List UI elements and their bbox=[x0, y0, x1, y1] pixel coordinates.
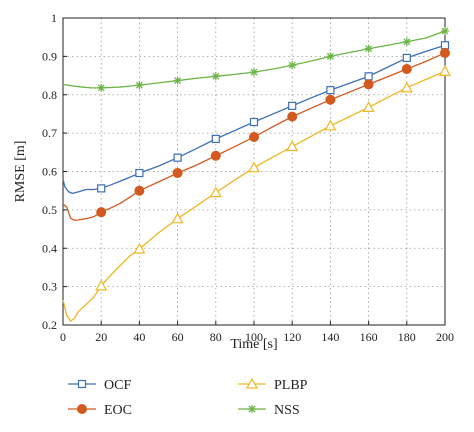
data-point-nss bbox=[288, 61, 297, 70]
data-point-ocf bbox=[173, 153, 182, 162]
data-point-nss bbox=[211, 72, 220, 81]
data-point-eoc bbox=[172, 168, 183, 179]
series-line-plbp bbox=[62, 70, 446, 322]
data-point-ocf bbox=[440, 41, 450, 50]
x-tick-label: 20 bbox=[95, 330, 107, 344]
legend: OCF EOC PLBP NSS bbox=[68, 377, 308, 418]
legend-marker-eoc bbox=[77, 404, 87, 414]
data-point-ocf bbox=[211, 134, 220, 143]
data-point-ocf bbox=[402, 53, 411, 63]
y-tick-label: 0.3 bbox=[42, 280, 57, 294]
data-point-eoc bbox=[363, 79, 374, 90]
series-line-ocf bbox=[62, 44, 446, 195]
y-tick-label: 0.7 bbox=[42, 126, 57, 140]
y-tick-label: 0.5 bbox=[42, 203, 57, 217]
data-point-eoc bbox=[210, 150, 221, 161]
data-point-eoc bbox=[325, 94, 336, 105]
data-point-plbp bbox=[438, 65, 452, 76]
data-point-nss bbox=[250, 68, 258, 77]
data-point-nss bbox=[97, 83, 106, 92]
data-point-plbp bbox=[286, 140, 299, 152]
series-nss bbox=[62, 27, 449, 92]
data-point-plbp bbox=[133, 242, 146, 254]
data-point-nss bbox=[326, 52, 335, 61]
series-lines bbox=[62, 27, 452, 322]
data-point-eoc bbox=[287, 111, 298, 122]
series-eoc bbox=[62, 47, 450, 221]
x-tick-label: 140 bbox=[321, 330, 339, 344]
y-tick-label: 0.4 bbox=[42, 241, 57, 255]
legend-label-nss: NSS bbox=[274, 403, 300, 418]
data-point-eoc bbox=[134, 185, 145, 196]
legend-marker-nss bbox=[248, 405, 256, 413]
y-tick-label: 0.9 bbox=[42, 49, 57, 63]
x-tick-label: 180 bbox=[398, 330, 416, 344]
data-point-ocf bbox=[288, 101, 297, 110]
data-point-nss bbox=[364, 44, 373, 53]
y-tick-label: 0.2 bbox=[42, 318, 57, 332]
data-point-nss bbox=[173, 76, 182, 85]
data-point-ocf bbox=[364, 72, 373, 81]
data-point-ocf bbox=[326, 86, 335, 95]
data-point-eoc bbox=[96, 207, 107, 218]
x-tick-label: 100 bbox=[245, 330, 263, 344]
data-point-plbp bbox=[400, 81, 413, 93]
legend-item-eoc: EOC bbox=[68, 403, 132, 418]
y-tick-label: 0.8 bbox=[42, 88, 57, 102]
legend-item-nss: NSS bbox=[238, 403, 300, 418]
x-tick-label: 160 bbox=[360, 330, 378, 344]
x-tick-label: 0 bbox=[60, 330, 66, 344]
data-point-plbp bbox=[95, 279, 108, 291]
data-point-plbp bbox=[362, 101, 375, 113]
x-tick-label: 80 bbox=[210, 330, 222, 344]
y-tick-label: 1 bbox=[51, 11, 57, 25]
data-point-nss bbox=[441, 27, 449, 36]
x-tick-label: 40 bbox=[133, 330, 145, 344]
data-point-plbp bbox=[209, 186, 222, 198]
series-plbp bbox=[62, 65, 452, 322]
y-axis-label: RMSE [m] bbox=[13, 141, 28, 203]
data-point-ocf bbox=[97, 184, 106, 193]
data-point-plbp bbox=[247, 161, 261, 173]
data-point-eoc bbox=[249, 131, 259, 142]
data-point-eoc bbox=[401, 64, 412, 75]
legend-item-plbp: PLBP bbox=[238, 377, 308, 393]
legend-item-ocf: OCF bbox=[68, 378, 131, 393]
data-point-plbp bbox=[324, 119, 337, 131]
x-axis-label: Time [s] bbox=[230, 337, 277, 352]
y-tick-label: 0.6 bbox=[42, 165, 57, 179]
x-tick-label: 120 bbox=[283, 330, 301, 344]
tick-labels: 0 20 40 60 80 100 120 140 160 180 200 0.2 0.3 0.4 0.5 0… bbox=[42, 11, 454, 344]
legend-marker-plbp bbox=[245, 377, 259, 389]
data-point-nss bbox=[135, 81, 144, 90]
legend-label-eoc: EOC bbox=[104, 403, 132, 418]
x-tick-label: 60 bbox=[172, 330, 184, 344]
data-point-plbp bbox=[171, 212, 184, 224]
legend-label-plbp: PLBP bbox=[274, 378, 308, 393]
legend-label-ocf: OCF bbox=[104, 378, 131, 393]
data-point-ocf bbox=[135, 168, 144, 178]
data-point-nss bbox=[402, 37, 411, 46]
series-ocf bbox=[62, 41, 450, 195]
data-point-ocf bbox=[249, 117, 259, 127]
x-tick-label: 200 bbox=[436, 330, 454, 344]
series-line-eoc bbox=[62, 52, 446, 221]
data-point-eoc bbox=[440, 47, 450, 58]
legend-marker-ocf bbox=[77, 379, 87, 389]
